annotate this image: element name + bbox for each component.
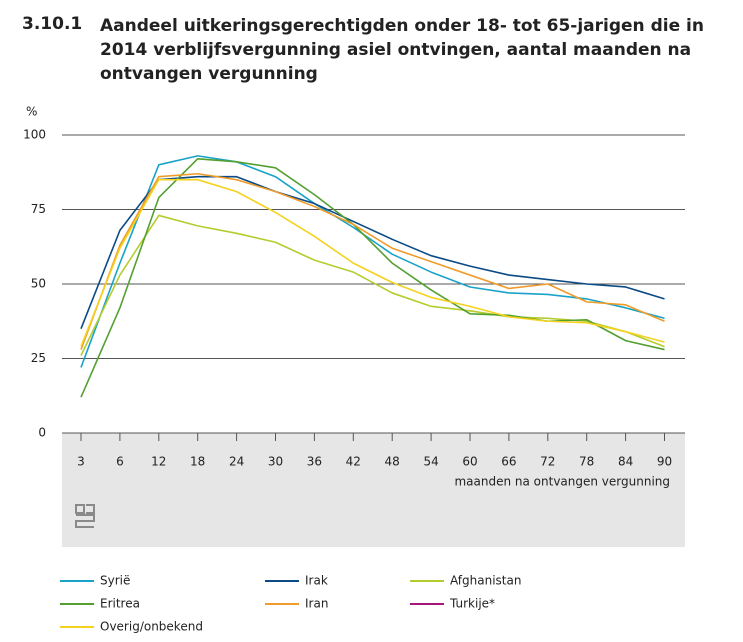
x-tick-label: 12 [151,455,166,469]
x-tick-label: 48 [385,455,400,469]
x-tick-label: 84 [618,455,633,469]
x-tick-label: 90 [657,455,672,469]
y-tick-label: 50 [31,277,46,291]
legend-label: Irak [305,574,328,588]
legend-label: Overig/onbekend [100,620,203,634]
legend-label: Eritrea [100,597,140,611]
x-tick-label: 66 [501,455,516,469]
legend-label: Turkije* [449,597,495,611]
chart-title: Aandeel uitkeringsgerechtigden onder 18-… [100,16,704,84]
y-axis-label: % [26,105,37,119]
x-tick-label: 42 [346,455,361,469]
series-line [80,172,665,350]
legend-label: Afghanistan [450,574,521,588]
axis-panel [62,433,685,547]
x-tick-label: 3 [77,455,85,469]
y-tick-label: 100 [23,128,46,142]
x-tick-label: 54 [423,455,438,469]
x-axis-label: maanden na ontvangen vergunning [454,475,670,489]
series-line [80,155,665,368]
x-tick-label: 24 [229,455,244,469]
x-tick-label: 36 [307,455,322,469]
y-tick-label: 75 [31,202,46,216]
x-tick-label: 72 [540,455,555,469]
series-line [80,158,665,398]
x-tick-label: 6 [116,455,124,469]
y-tick-label: 0 [38,426,46,440]
series-line [80,175,665,329]
logo [75,504,95,528]
x-tick-label: 18 [190,455,205,469]
y-tick-label: 25 [31,351,46,365]
legend-label: Iran [305,597,328,611]
x-tick-label: 78 [579,455,594,469]
legend-label: Syrië [100,574,130,588]
x-tick-label: 30 [268,455,283,469]
x-tick-label: 60 [462,455,477,469]
title-number: 3.10.1 [22,14,83,34]
series-line [80,178,665,347]
